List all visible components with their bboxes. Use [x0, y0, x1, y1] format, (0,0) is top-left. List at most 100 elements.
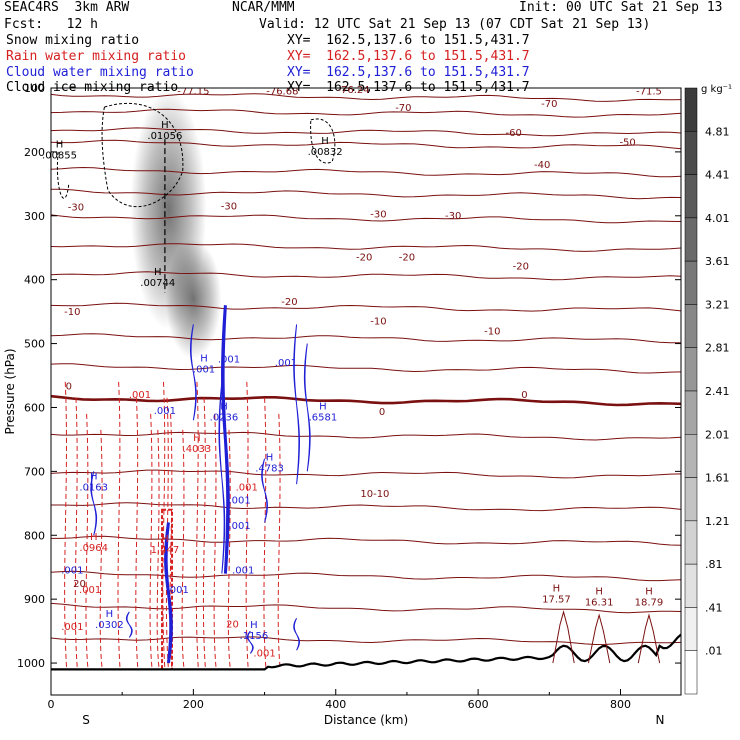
field-xy-rain: XY= 162.5,137.6 to 151.5,431.7	[287, 49, 530, 64]
extremum-marker: H	[645, 587, 653, 598]
rain-contour	[202, 397, 206, 670]
isotherm-line	[51, 363, 681, 374]
extremum-marker: H	[553, 583, 561, 594]
extremum-marker: H	[161, 120, 169, 131]
isotherm-line	[51, 636, 681, 646]
contour-label: -50	[619, 138, 635, 149]
colorbar-swatch	[684, 347, 698, 392]
value-label: .001	[61, 622, 83, 633]
value-label: .001	[79, 585, 101, 596]
isotherm-line	[51, 333, 681, 344]
contour-label: -40	[534, 160, 550, 171]
rain-contour	[181, 429, 185, 670]
chart-marks: -77.15 -76.68 -76.24 -70 -70 -71.5 -60 -50 -40 -3…	[42, 85, 663, 660]
rain-contour	[245, 381, 249, 670]
forecast-hour: Fcst: 12 h	[4, 17, 98, 32]
colorbar-swatch	[684, 520, 698, 565]
rain-contour	[277, 413, 281, 670]
y-tick-label: 400	[24, 274, 45, 287]
valid-time: Valid: 12 UTC Sat 21 Sep 13 (07 CDT Sat …	[259, 17, 651, 32]
colorbar-label: .81	[705, 558, 723, 571]
cloud-ice-contour	[56, 151, 70, 199]
contour-label: -20	[281, 297, 297, 308]
extremum-value: 1.447	[151, 545, 180, 556]
colorbar-label: 2.81	[705, 342, 730, 355]
colorbar-label: 3.21	[705, 298, 730, 311]
colorbar-swatch	[684, 650, 698, 695]
y-tick-label: 800	[24, 529, 45, 542]
y-tick-label: 200	[24, 146, 45, 159]
cloud-ice-contour	[310, 118, 336, 164]
extremum-value: .0964	[79, 543, 108, 554]
colorbar-label: 2.41	[705, 385, 730, 398]
contour-label: -30	[68, 203, 84, 214]
isotherm-line	[51, 602, 681, 614]
y-tick-label: 700	[24, 465, 45, 478]
colorbar-swatch	[684, 304, 698, 348]
contour-label: -70	[541, 99, 557, 110]
contour-label: 20	[73, 579, 86, 590]
y-tick-label: 1000	[17, 657, 45, 670]
isotherm-line	[51, 166, 681, 178]
rain-contour	[162, 381, 166, 670]
rain-contour	[263, 397, 267, 670]
contour-label: -20	[513, 261, 529, 272]
extremum-value: .4783	[255, 463, 284, 474]
contour-label: -10	[484, 327, 500, 338]
cloud-water-contour	[261, 458, 268, 523]
contour-label: -77.15	[177, 86, 209, 97]
extremum-value: .0163	[79, 483, 108, 494]
value-label: .001	[236, 483, 258, 494]
colorbar-unit: g kg⁻¹	[701, 84, 732, 95]
field-name-snow: Snow mixing ratio	[6, 33, 140, 48]
extremum-value: .4033	[183, 444, 212, 455]
contour-label: -70	[395, 103, 411, 114]
value-label: .001	[232, 566, 254, 577]
rain-contour	[85, 413, 89, 670]
colorbar-swatch	[684, 87, 698, 132]
cloud-water-contour	[247, 630, 254, 654]
model-title: SEAC4RS 3km ARW	[4, 0, 130, 15]
cloud-water-contour	[303, 343, 311, 472]
extremum-marker: H	[154, 267, 162, 278]
colorbar-label: 1.61	[705, 472, 730, 485]
extremum-marker: H	[250, 620, 258, 631]
extremum-value: .1156	[240, 631, 269, 642]
contour-label: -76.68	[266, 86, 298, 97]
colorbar-label: 4.41	[705, 169, 730, 182]
isotherm-line	[51, 188, 681, 200]
y-tick-label: 900	[24, 593, 45, 606]
contour-label: -10	[64, 307, 80, 318]
y-tick-label: 500	[24, 338, 45, 351]
rain-contour	[99, 429, 103, 670]
colorbar-swatch	[684, 607, 698, 651]
colorbar-swatch	[684, 563, 698, 608]
cloud-water-contour	[125, 611, 133, 638]
colorbar-label: 3.61	[705, 255, 730, 268]
cloud-water-contour	[164, 522, 173, 664]
rain-contour	[213, 413, 217, 670]
isotherm-line	[51, 108, 681, 118]
value-label: .001	[275, 358, 297, 369]
colorbar-swatch	[684, 390, 698, 435]
colorbar-swatch	[684, 217, 698, 262]
plot-frame	[50, 87, 682, 696]
isotherm-line	[51, 271, 681, 281]
rain-contour	[156, 429, 160, 670]
extremum-marker: H	[200, 353, 208, 364]
center-label: NCAR/MMM	[232, 0, 295, 15]
extremum-value: .00832	[308, 147, 343, 158]
extremum-value: .0302	[95, 620, 124, 631]
colorbar-swatch	[684, 434, 698, 478]
contour-label: -76.24	[337, 85, 369, 96]
extremum-marker: H	[220, 401, 228, 412]
contour-label: -30	[221, 201, 237, 212]
cloud-ice-contour	[101, 103, 184, 208]
y-tick-label: 300	[24, 210, 45, 223]
extremum-marker: H	[106, 609, 114, 620]
contour-label: -30	[445, 211, 461, 222]
contour-label: 0	[521, 390, 527, 401]
extremum-marker: H	[595, 587, 603, 598]
extremum-value: .0236	[210, 412, 239, 423]
colorbar-label: .01	[705, 645, 723, 658]
